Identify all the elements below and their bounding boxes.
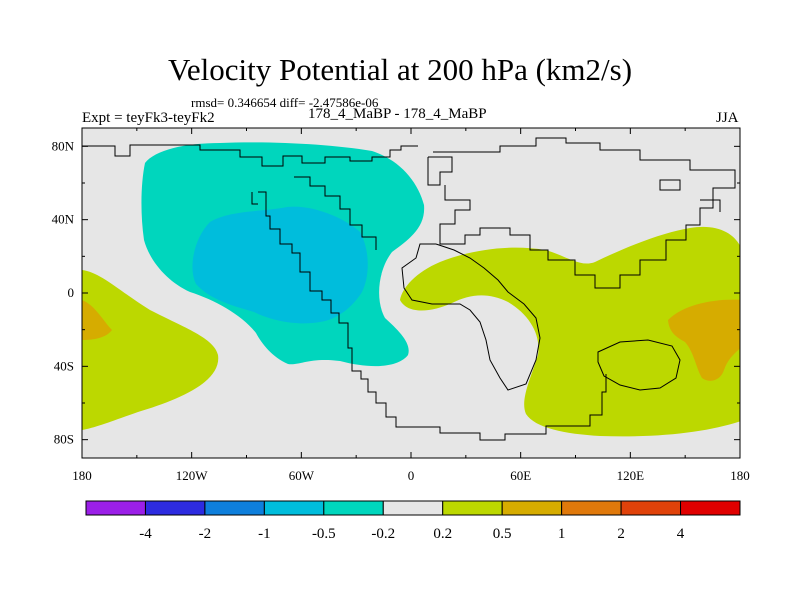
colorbar-swatch <box>263 500 325 516</box>
coastlines <box>82 137 736 441</box>
x-tick-label: 180 <box>730 468 750 483</box>
colorbar-label: 1 <box>558 526 566 542</box>
coastline-africa <box>401 243 541 391</box>
stats-line: rmsd= 0.346654 diff= -2.47586e-06 <box>191 95 379 110</box>
negative-anomaly-inner <box>192 206 368 324</box>
colorbar-swatch <box>85 500 146 516</box>
experiment-label: Expt = teyFk3-teyFk2 <box>82 110 215 126</box>
y-tick-label: 0 <box>68 285 75 300</box>
x-tick-label: 60W <box>289 468 315 483</box>
colorbar-swatch <box>680 500 741 516</box>
colorbar-swatch <box>204 500 265 516</box>
colorbar-label: 2 <box>617 526 625 542</box>
colorbar-label: -4 <box>139 526 152 542</box>
colorbar-label: -1 <box>258 526 271 542</box>
y-axis: 80N 40N 0 40S 80S <box>52 138 740 447</box>
x-tick-label: 120W <box>176 468 209 483</box>
coastline-americas <box>82 144 607 441</box>
x-tick-label: 60E <box>510 468 531 483</box>
case-label: 178_4_MaBP - 178_4_MaBP <box>308 106 487 122</box>
colorbar: -4 -2 -1 -0.5 -0.2 0.2 0.5 1 2 4 <box>85 500 741 542</box>
positive-anomaly-pacific-core <box>668 299 740 381</box>
colorbar-label: 0.5 <box>493 526 512 542</box>
colorbar-label: -0.2 <box>371 526 395 542</box>
colorbar-label: 4 <box>677 526 685 542</box>
x-tick-label: 180 <box>72 468 92 483</box>
positive-anomaly-west <box>82 270 219 430</box>
x-axis: 180 120W 60W 0 60E 120E 180 <box>72 128 750 483</box>
coastline-eurasia <box>433 137 736 289</box>
y-tick-label: 80N <box>52 138 75 153</box>
map-panel <box>82 128 740 458</box>
coastline-australia <box>597 339 681 391</box>
positive-anomaly-africa-indian <box>400 226 740 437</box>
colorbar-swatch <box>144 500 206 516</box>
colorbar-swatch <box>501 500 563 516</box>
season-label: JJA <box>716 110 739 126</box>
colorbar-swatch <box>442 500 503 516</box>
colorbar-swatch <box>382 500 444 516</box>
plot-title: Velocity Potential at 200 hPa (km2/s) <box>167 52 633 87</box>
y-tick-label: 40N <box>52 212 75 227</box>
y-tick-label: 40S <box>54 358 74 373</box>
x-tick-label: 0 <box>408 468 415 483</box>
colorbar-swatch <box>561 500 622 516</box>
coastline-greenland <box>427 156 453 186</box>
x-tick-label: 120E <box>617 468 645 483</box>
colorbar-swatch <box>323 500 384 516</box>
colorbar-label: -2 <box>199 526 212 542</box>
positive-anomaly-west-core <box>82 300 112 340</box>
colorbar-label: -0.5 <box>312 526 336 542</box>
y-tick-label: 80S <box>54 432 74 447</box>
colorbar-label: 0.2 <box>433 526 452 542</box>
coastline-misc <box>251 179 721 212</box>
colorbar-swatch <box>620 500 682 516</box>
